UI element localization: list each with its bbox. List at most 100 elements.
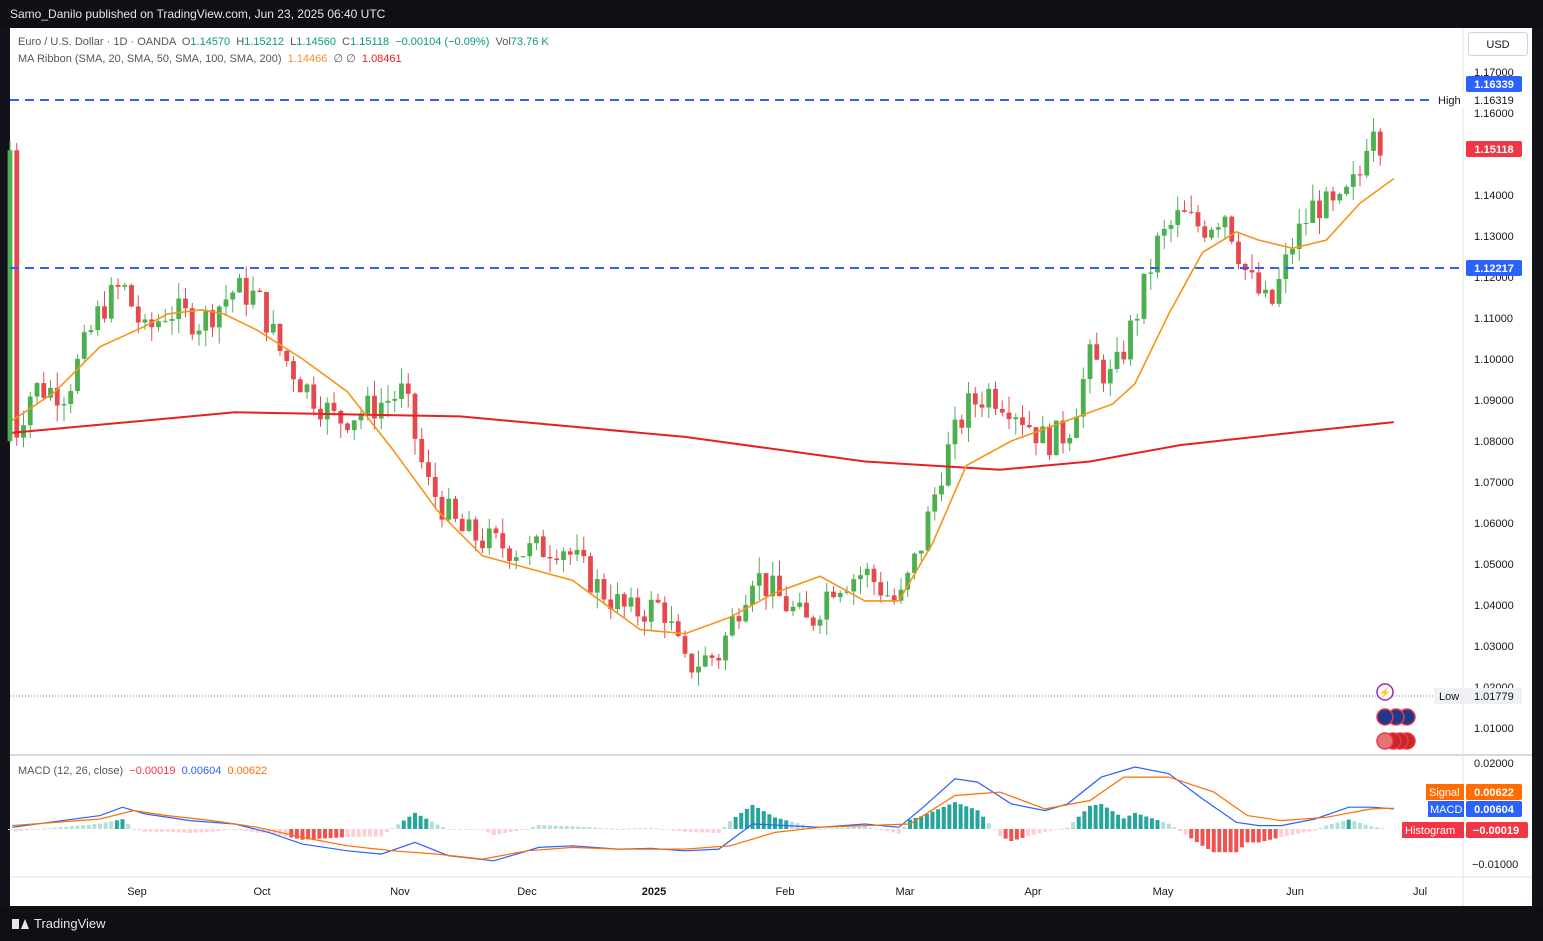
tag-level-box [1466,260,1522,276]
close-value: 1.15118 [350,36,390,48]
macd-histogram-bar [1194,829,1199,843]
candle-body [824,591,830,620]
tag-top-text: 1.16339 [1474,79,1514,91]
macd-histogram-bar [300,829,305,840]
macd-hist-value: −0.00019 [129,765,176,777]
candle-body [1040,426,1046,444]
candle-body [1121,351,1127,360]
macd-histogram-bar [176,829,181,833]
time-label-dec: Dec [517,886,537,898]
tradingview-logo-icon [12,918,29,929]
candle-body [378,402,384,419]
macd-histogram-bar [356,829,361,837]
macd-histogram-bar [981,816,986,829]
candle-body [851,579,857,592]
eu-events-icon[interactable] [1376,708,1416,726]
macd-histogram-bar [902,826,907,829]
macd-histogram-bar [210,829,215,832]
macd-histogram-bar [542,825,547,829]
currency-button[interactable]: USD [1468,32,1528,56]
price-tick-label: 1.11000 [1474,313,1513,325]
candle-body [270,323,276,333]
time-label-oct: Oct [253,886,270,898]
candle-body [905,572,911,590]
macd-histogram-bar [75,825,80,829]
chart-frame[interactable] [10,28,1532,906]
macd-histogram-bar [47,828,52,830]
macd-histogram-bar [114,820,119,829]
candle-body [1107,368,1113,384]
candle-body [331,402,337,411]
macd-histogram-bar [418,815,423,829]
macd-histogram-bar [503,829,507,834]
lightning-event-icon[interactable] [1376,683,1394,701]
macd-histogram-bar [463,829,468,830]
macd-histogram-bar [1059,828,1064,830]
time-label-may: May [1153,886,1174,898]
us-events-icon[interactable] [1376,732,1416,750]
macd-histogram-bar [666,829,671,830]
macd-histogram-bar [1206,829,1211,849]
macd-histogram-bar [576,826,581,829]
macd-histogram-bar [1065,827,1070,829]
macd-histogram-bar [1363,824,1368,829]
macd-histogram-bar [548,825,552,829]
macd-histogram-bar [924,813,929,829]
ma200-line [12,411,1394,471]
macd-histogram-bar [739,812,744,829]
price-tick-label: 1.16000 [1474,108,1514,120]
tag-last-text: 1.15118 [1474,144,1513,156]
candle-body [1026,424,1032,428]
high-label-box [1434,92,1464,108]
macd-histogram-bar [649,827,654,829]
symbol-title: Euro / U.S. Dollar · 1D · OANDA [18,36,176,48]
macd-histogram-bar [677,829,682,832]
signal-line [12,776,1394,860]
macd-histogram-bar [1037,829,1042,834]
candle-body [1310,200,1316,223]
candle-body [729,616,735,636]
time-label-sep: Sep [127,886,147,898]
candle-body [223,299,229,307]
candle-body [804,602,809,618]
macd-histogram-bar [1251,829,1256,843]
ma20-value: 1.14466 [287,53,328,65]
candle-body [156,321,161,328]
candle-body [466,519,472,532]
signal-tag-label: Signal [1429,787,1460,799]
macd-histogram-bar [1082,811,1087,829]
candle-body [689,653,695,673]
candle-body [810,617,816,626]
candle-body [480,540,485,549]
candle-body [1337,193,1343,201]
macd-histogram-bar [1307,829,1312,832]
macd-histogram-bar [474,829,479,830]
macd-histogram-bar [699,829,704,833]
candle-body [196,330,202,335]
macd-histogram-bar [1026,829,1031,837]
macd-histogram-bar [728,820,732,829]
macd-histogram-bar [199,829,204,833]
symbol-legend: Euro / U.S. Dollar · 1D · OANDA O1.14570… [18,36,549,48]
macd-histogram-bar [1318,827,1323,829]
price-tick-label: 1.08000 [1474,436,1514,448]
candle-body [642,616,647,622]
macd-histogram-bar [486,829,491,833]
time-label-jul: Jul [1413,886,1427,898]
time-axis[interactable]: Sep Oct Nov Dec 2025 Feb Mar Apr May Jun… [127,886,1427,898]
signal-tag-value-box [1466,784,1522,800]
candle-body [1276,279,1282,304]
candle-body [891,595,897,601]
candle-body [1087,344,1093,380]
macd-histogram-bar [846,827,851,829]
hist-tag-value: −0.00019 [1473,825,1519,837]
macd-histogram-bar [1239,829,1244,848]
candle-body [858,575,863,580]
candle-body [783,596,789,612]
macd-histogram-bar [81,825,86,829]
candle-body [1357,174,1363,176]
price-axis[interactable]: 1.170001.160001.140001.130001.120001.110… [1474,67,1514,735]
tradingview-logo[interactable]: TradingView [12,906,106,941]
macd-histogram-bar [716,829,721,834]
